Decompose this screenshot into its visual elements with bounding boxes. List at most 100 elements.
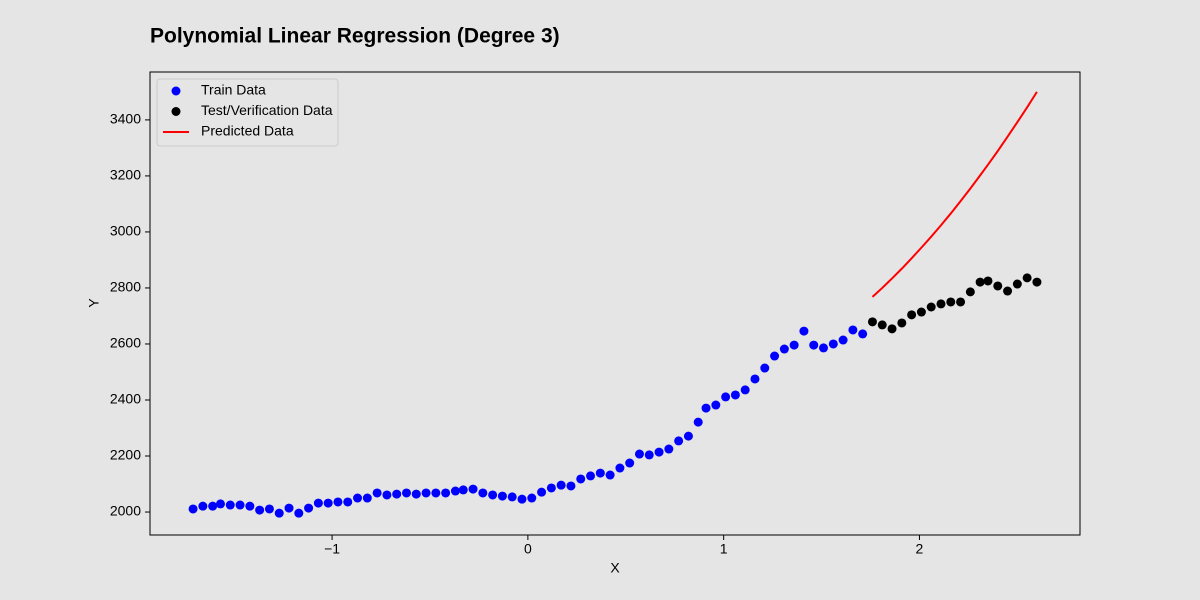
y-tick-label: 2400 (110, 391, 141, 407)
legend-swatch (171, 86, 181, 96)
data-point (488, 490, 498, 500)
y-tick-label: 3000 (110, 223, 141, 239)
data-point (304, 503, 314, 513)
data-point (946, 297, 956, 307)
data-point (235, 500, 245, 510)
data-point (353, 493, 363, 503)
data-point (887, 324, 897, 334)
data-point (225, 500, 235, 510)
y-tick-label: 3400 (110, 111, 141, 127)
data-point (245, 501, 255, 511)
data-point (730, 390, 740, 400)
data-point (605, 470, 615, 480)
x-tick-label: −1 (324, 541, 340, 557)
data-point (333, 497, 343, 507)
data-point (458, 485, 468, 495)
data-point (877, 320, 887, 330)
data-point (625, 458, 635, 468)
data-point (789, 340, 799, 350)
data-point (1012, 279, 1022, 289)
data-point (721, 392, 731, 402)
data-point (208, 501, 218, 511)
data-point (343, 497, 353, 507)
y-tick-label: 2600 (110, 335, 141, 351)
data-point (760, 363, 770, 373)
data-point (566, 481, 576, 491)
data-point (556, 480, 566, 490)
data-point (450, 486, 460, 496)
data-point (468, 484, 478, 494)
data-point (779, 344, 789, 354)
data-point (634, 449, 644, 459)
data-point (313, 498, 323, 508)
data-point (701, 403, 711, 413)
y-tick-label: 3200 (110, 167, 141, 183)
data-point (936, 299, 946, 309)
data-point (576, 474, 586, 484)
data-point (654, 447, 664, 457)
data-point (1022, 273, 1032, 283)
data-point (392, 489, 402, 499)
data-point (382, 490, 392, 500)
data-point (431, 488, 441, 498)
data-point (711, 400, 721, 410)
data-point (926, 302, 936, 312)
x-tick-label: 2 (916, 541, 924, 557)
data-point (323, 498, 333, 508)
data-point (546, 483, 556, 493)
data-point (372, 488, 382, 498)
x-axis-label: X (610, 560, 620, 576)
data-point (916, 307, 926, 317)
data-point (411, 489, 421, 499)
data-point (362, 493, 372, 503)
data-point (497, 491, 507, 501)
data-point (993, 281, 1003, 291)
data-point (838, 335, 848, 345)
data-point (284, 503, 294, 513)
data-point (507, 492, 517, 502)
data-point (965, 287, 975, 297)
data-point (1003, 286, 1013, 296)
data-point (848, 325, 858, 335)
data-line (871, 91, 1038, 298)
y-tick-label: 2800 (110, 279, 141, 295)
data-point (770, 351, 780, 361)
data-point (740, 385, 750, 395)
data-point (858, 329, 868, 339)
data-point (809, 340, 819, 350)
x-tick-label: 1 (720, 541, 728, 557)
y-tick-label: 2200 (110, 447, 141, 463)
data-point (819, 343, 829, 353)
legend-swatch (171, 107, 181, 116)
chart-title: Polynomial Linear Regression (Degree 3) (150, 25, 560, 48)
y-tick-label: 2000 (110, 503, 141, 519)
data-point (294, 508, 304, 518)
legend-label: Train Data (201, 82, 266, 98)
data-point (188, 504, 198, 514)
data-point (517, 494, 527, 504)
data-point (401, 488, 411, 498)
data-point (750, 374, 760, 384)
data-point (664, 444, 674, 454)
data-point (421, 488, 431, 498)
data-point (215, 499, 225, 509)
data-point (595, 468, 605, 478)
data-point (975, 277, 985, 287)
legend-box (156, 78, 339, 147)
data-point (644, 450, 654, 460)
data-point (683, 431, 693, 441)
x-tick-label: 0 (524, 541, 532, 557)
data-point (441, 488, 451, 498)
data-point (956, 297, 966, 307)
data-point (198, 501, 208, 511)
data-point (1032, 277, 1042, 287)
legend-label: Test/Verification Data (201, 102, 333, 118)
data-point (907, 310, 917, 320)
data-point (799, 326, 809, 336)
data-point (527, 493, 537, 503)
legend-label: Predicted Data (201, 123, 294, 139)
data-point (478, 488, 488, 498)
data-point (586, 471, 596, 481)
y-axis-label: Y (86, 298, 102, 308)
